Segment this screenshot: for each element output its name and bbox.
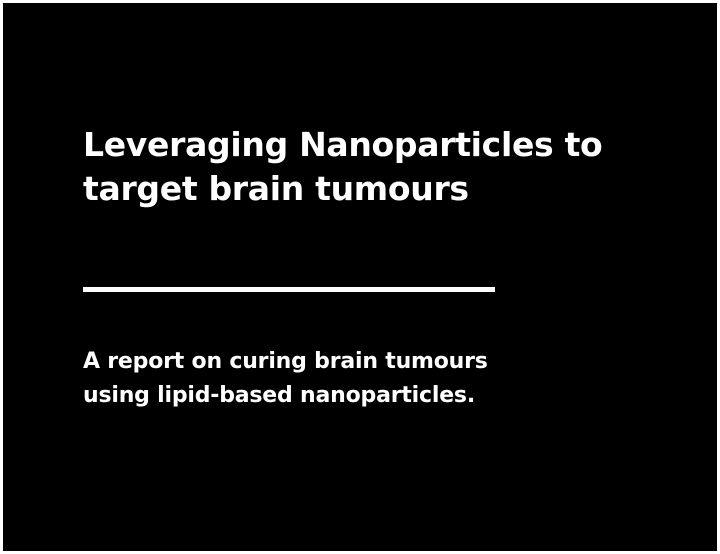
slide-title-line-2: target brain tumours (83, 169, 469, 208)
divider-line (83, 287, 495, 292)
slide-subtitle: A report on curing brain tumours using l… (83, 345, 643, 413)
slide-title-line-1: Leveraging Nanoparticles to (83, 125, 603, 164)
slide-subtitle-line-1: A report on curing brain tumours (83, 349, 488, 374)
title-slide: Leveraging Nanoparticles to target brain… (3, 3, 717, 551)
slide-title: Leveraging Nanoparticles to target brain… (83, 123, 683, 211)
slide-subtitle-line-2: using lipid-based nanoparticles. (83, 383, 475, 408)
